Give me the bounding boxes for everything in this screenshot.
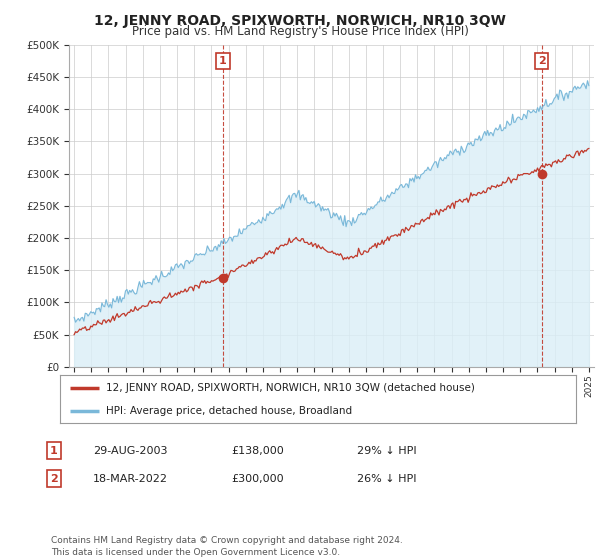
Text: Contains HM Land Registry data © Crown copyright and database right 2024.
This d: Contains HM Land Registry data © Crown c… — [51, 536, 403, 557]
Text: 12, JENNY ROAD, SPIXWORTH, NORWICH, NR10 3QW: 12, JENNY ROAD, SPIXWORTH, NORWICH, NR10… — [94, 14, 506, 28]
Text: 1: 1 — [219, 56, 227, 66]
Text: 2: 2 — [50, 474, 58, 484]
Text: 18-MAR-2022: 18-MAR-2022 — [93, 474, 168, 484]
Text: 2: 2 — [538, 56, 545, 66]
Text: 29% ↓ HPI: 29% ↓ HPI — [357, 446, 416, 456]
Text: 29-AUG-2003: 29-AUG-2003 — [93, 446, 167, 456]
Text: 12, JENNY ROAD, SPIXWORTH, NORWICH, NR10 3QW (detached house): 12, JENNY ROAD, SPIXWORTH, NORWICH, NR10… — [106, 383, 475, 393]
Text: Price paid vs. HM Land Registry's House Price Index (HPI): Price paid vs. HM Land Registry's House … — [131, 25, 469, 38]
Text: 1: 1 — [50, 446, 58, 456]
Text: HPI: Average price, detached house, Broadland: HPI: Average price, detached house, Broa… — [106, 406, 353, 416]
Text: £300,000: £300,000 — [231, 474, 284, 484]
Text: £138,000: £138,000 — [231, 446, 284, 456]
Text: 26% ↓ HPI: 26% ↓ HPI — [357, 474, 416, 484]
